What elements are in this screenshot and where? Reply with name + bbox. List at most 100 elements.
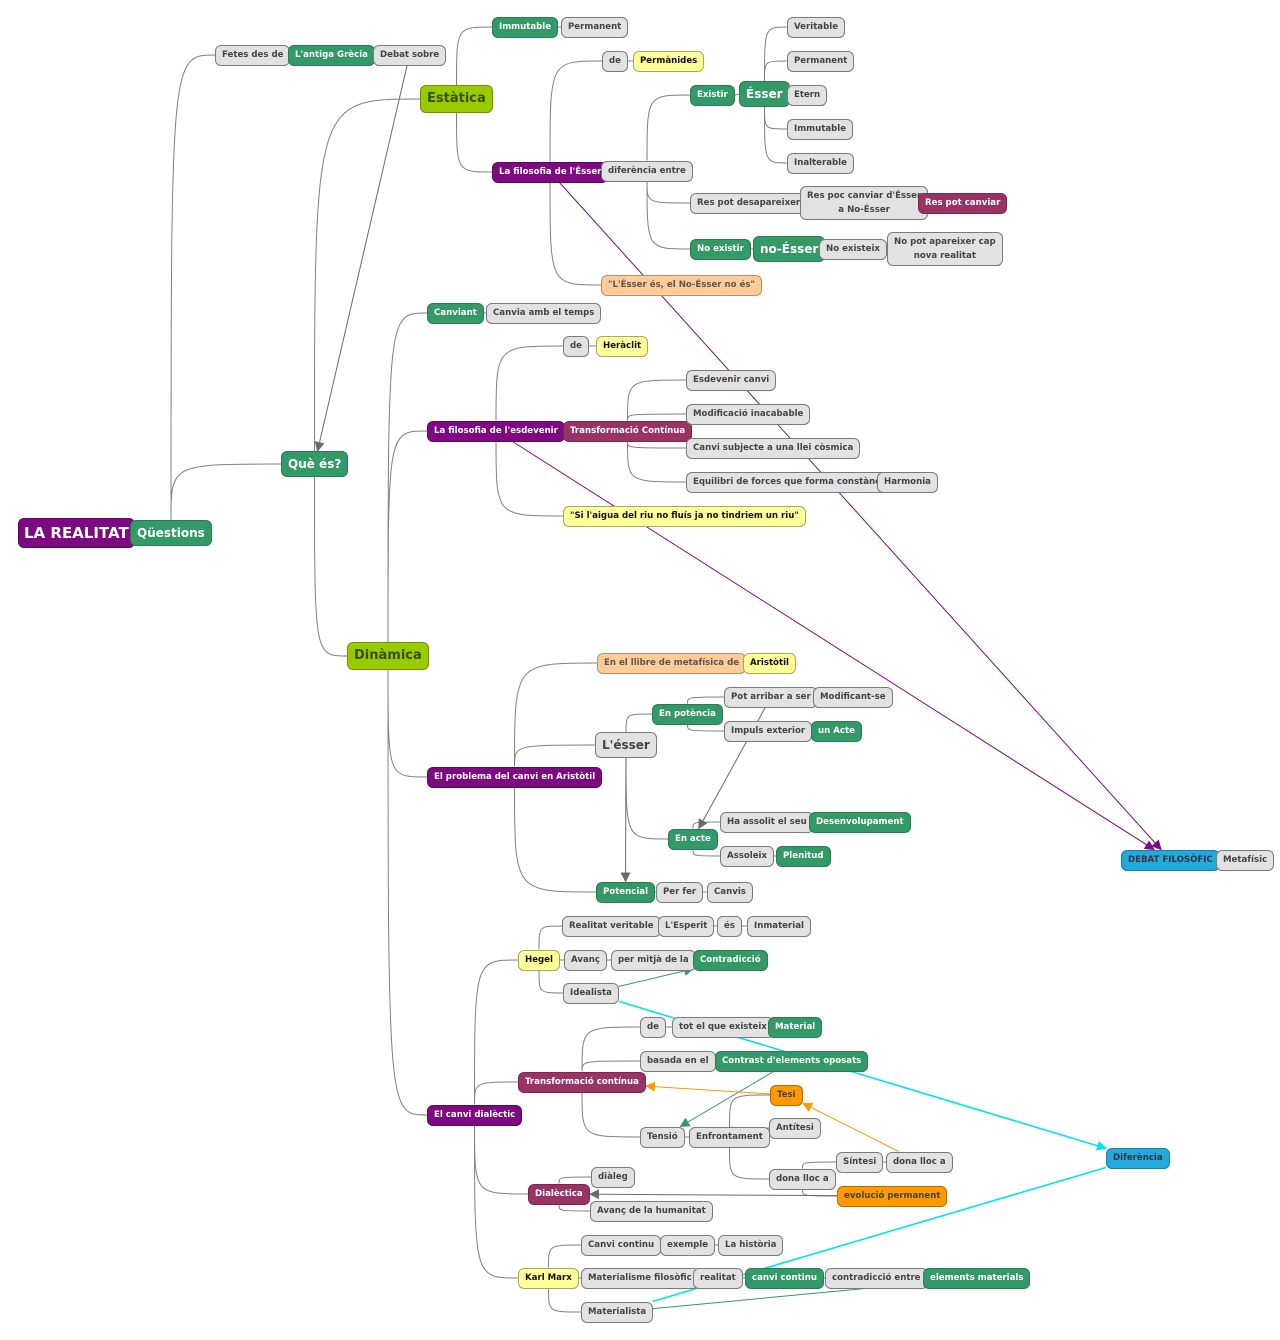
- node-canvi-cont[interactable]: Canvi continu: [581, 1234, 662, 1256]
- node-harmonia[interactable]: Harmonia: [877, 471, 938, 493]
- node-dialeg[interactable]: diàleg: [591, 1166, 635, 1188]
- node-debat[interactable]: Debat sobre: [373, 44, 447, 66]
- node-tesi[interactable]: Tesi: [770, 1084, 803, 1106]
- node-pot-arribar[interactable]: Pot arribar a ser: [724, 686, 818, 708]
- node-existir[interactable]: Existir: [690, 84, 735, 106]
- node-historia[interactable]: La història: [718, 1234, 784, 1256]
- node-materialisme-f[interactable]: Materialisme filosòfic: [581, 1267, 699, 1289]
- node-heraclit[interactable]: Heràclit: [596, 335, 649, 357]
- node-avanc-hum[interactable]: Avanç de la humanitat: [590, 1200, 713, 1222]
- node-de3[interactable]: de: [640, 1016, 666, 1038]
- node-materialista[interactable]: Materialista: [581, 1301, 654, 1323]
- node-antitesi[interactable]: Antítesi: [769, 1117, 821, 1139]
- node-equilibri[interactable]: Equilibri de forces que forma constància: [686, 471, 896, 493]
- node-fetes[interactable]: Fetes des de: [215, 44, 291, 66]
- node-filo-esser[interactable]: La filosofia de l'Ésser: [492, 161, 609, 183]
- node-dinamica[interactable]: Dinàmica: [347, 642, 429, 670]
- node-de1[interactable]: de: [602, 50, 628, 72]
- node-per-mitja[interactable]: per mitjà de la: [611, 949, 696, 971]
- node-que-es[interactable]: Què és?: [281, 451, 349, 477]
- node-filo-esdev[interactable]: La filosofia de l'esdevenir: [427, 420, 565, 442]
- node-modif[interactable]: Modificació inacabable: [686, 403, 811, 425]
- node-debat-filo[interactable]: DEBAT FILOSÒFIC: [1121, 849, 1220, 871]
- node-per-fer[interactable]: Per fer: [656, 881, 704, 903]
- node-potencial[interactable]: Potencial: [596, 881, 656, 903]
- node-dona-lloc2[interactable]: dona lloc a: [886, 1151, 953, 1173]
- node-metafisic[interactable]: Metafísic: [1216, 849, 1275, 871]
- node-inmaterial[interactable]: Inmaterial: [747, 915, 811, 937]
- node-estatica[interactable]: Estàtica: [420, 85, 493, 113]
- node-lesser[interactable]: L'ésser: [595, 732, 657, 758]
- node-esperit[interactable]: L'Esperit: [658, 915, 715, 937]
- node-elem-mat[interactable]: elements materials: [923, 1267, 1031, 1289]
- node-dialectica[interactable]: Dialèctica: [528, 1183, 590, 1205]
- node-canvi-subj[interactable]: Canvi subjecte a una llei còsmica: [686, 437, 861, 459]
- node-hegel[interactable]: Hegel: [518, 949, 560, 971]
- node-canvia-temps[interactable]: Canvia amb el temps: [486, 302, 602, 324]
- node-tot-que[interactable]: tot el que existeix: [672, 1016, 774, 1038]
- node-sintesi[interactable]: Síntesi: [836, 1151, 884, 1173]
- node-modificant[interactable]: Modificant-se: [813, 686, 893, 708]
- node-es[interactable]: és: [717, 915, 742, 937]
- node-res-pot-canviar[interactable]: Res pot canviar: [918, 192, 1008, 214]
- node-contrad[interactable]: Contradicció: [693, 949, 768, 971]
- node-root[interactable]: LA REALITAT: [18, 518, 135, 548]
- node-problema[interactable]: El problema del canvi en Aristòtil: [427, 766, 603, 788]
- branch-line: [548, 1288, 582, 1313]
- node-un-acte[interactable]: un Acte: [811, 720, 862, 742]
- node-assoleix[interactable]: Assoleix: [720, 845, 775, 867]
- node-grecia[interactable]: L'antiga Grècia: [288, 44, 375, 66]
- node-immutable2[interactable]: Immutable: [787, 118, 854, 140]
- node-en-acte[interactable]: En acte: [668, 828, 718, 850]
- node-difer[interactable]: diferència entre: [601, 160, 693, 182]
- node-impuls[interactable]: Impuls exterior: [724, 720, 813, 742]
- node-immutable1[interactable]: Immutable: [492, 16, 559, 38]
- node-no-pot[interactable]: No pot apareixer cap nova realitat: [887, 232, 1003, 266]
- node-ha-assolit[interactable]: Ha assolit el seu: [720, 811, 814, 833]
- node-tensio[interactable]: Tensió: [640, 1126, 685, 1148]
- node-karl[interactable]: Karl Marx: [518, 1267, 579, 1289]
- node-esser[interactable]: Ésser: [739, 81, 790, 107]
- node-diferencia[interactable]: Diferència: [1106, 1147, 1170, 1169]
- node-perm2[interactable]: Permanent: [787, 50, 855, 72]
- node-quote1[interactable]: "L'Ésser és, el No-Ésser no és": [601, 274, 762, 296]
- node-material[interactable]: Material: [768, 1016, 823, 1038]
- node-trans-cont2[interactable]: Transformació contínua: [518, 1071, 646, 1093]
- node-desenvol[interactable]: Desenvolupament: [809, 811, 911, 833]
- node-en-pot[interactable]: En potència: [652, 703, 723, 725]
- node-canvis[interactable]: Canvis: [707, 881, 753, 903]
- node-evolucio[interactable]: evolució permanent: [837, 1185, 948, 1207]
- node-q[interactable]: Qüestions: [130, 520, 212, 546]
- node-plenitud[interactable]: Plenitud: [776, 845, 831, 867]
- node-exemple[interactable]: exemple: [660, 1234, 716, 1256]
- node-basada[interactable]: basada en el: [640, 1050, 716, 1072]
- node-trans-cont1[interactable]: Transformació Contínua: [563, 420, 693, 442]
- node-idealista[interactable]: Idealista: [563, 982, 619, 1004]
- branch-line: [514, 744, 596, 767]
- node-no-esser[interactable]: no-Ésser: [753, 236, 826, 262]
- node-avanc[interactable]: Avanç: [564, 949, 607, 971]
- node-etern[interactable]: Etern: [787, 84, 828, 106]
- node-canviant[interactable]: Canviant: [427, 302, 484, 324]
- node-quote2[interactable]: "Si l'aigua del riu no fluís ja no tindr…: [563, 505, 806, 527]
- node-perm1[interactable]: Permanent: [561, 16, 629, 38]
- node-canvi-dial[interactable]: El canvi dialèctic: [427, 1104, 523, 1126]
- node-canvi-continu[interactable]: canvi continu: [745, 1267, 824, 1289]
- node-esdev-canvi[interactable]: Esdevenir canvi: [686, 369, 777, 391]
- node-parmenides[interactable]: Permànides: [633, 50, 705, 72]
- node-no-existeix[interactable]: No existeix: [819, 238, 887, 260]
- node-enfront[interactable]: Enfrontament: [689, 1126, 770, 1148]
- node-de2[interactable]: de: [563, 335, 589, 357]
- node-inalterable[interactable]: Inalterable: [787, 152, 854, 174]
- node-realitat[interactable]: realitat: [693, 1267, 743, 1289]
- node-contrad-entre[interactable]: contradicció entre: [825, 1267, 928, 1289]
- node-aristotil[interactable]: Aristòtil: [743, 652, 796, 674]
- node-llibre[interactable]: En el llibre de metafísica de: [597, 652, 747, 674]
- node-no-existir[interactable]: No existir: [690, 238, 751, 260]
- node-res-poc[interactable]: Res poc canviar d'Ésser a No-Ésser: [800, 186, 929, 220]
- node-res-des[interactable]: Res pot desapareixer: [690, 192, 808, 214]
- node-contrast[interactable]: Contrast d'elements oposats: [715, 1050, 869, 1072]
- node-real-ver[interactable]: Realitat veritable: [562, 915, 661, 937]
- node-dona-lloc1[interactable]: dona lloc a: [769, 1168, 836, 1190]
- node-veritable[interactable]: Veritable: [787, 16, 846, 38]
